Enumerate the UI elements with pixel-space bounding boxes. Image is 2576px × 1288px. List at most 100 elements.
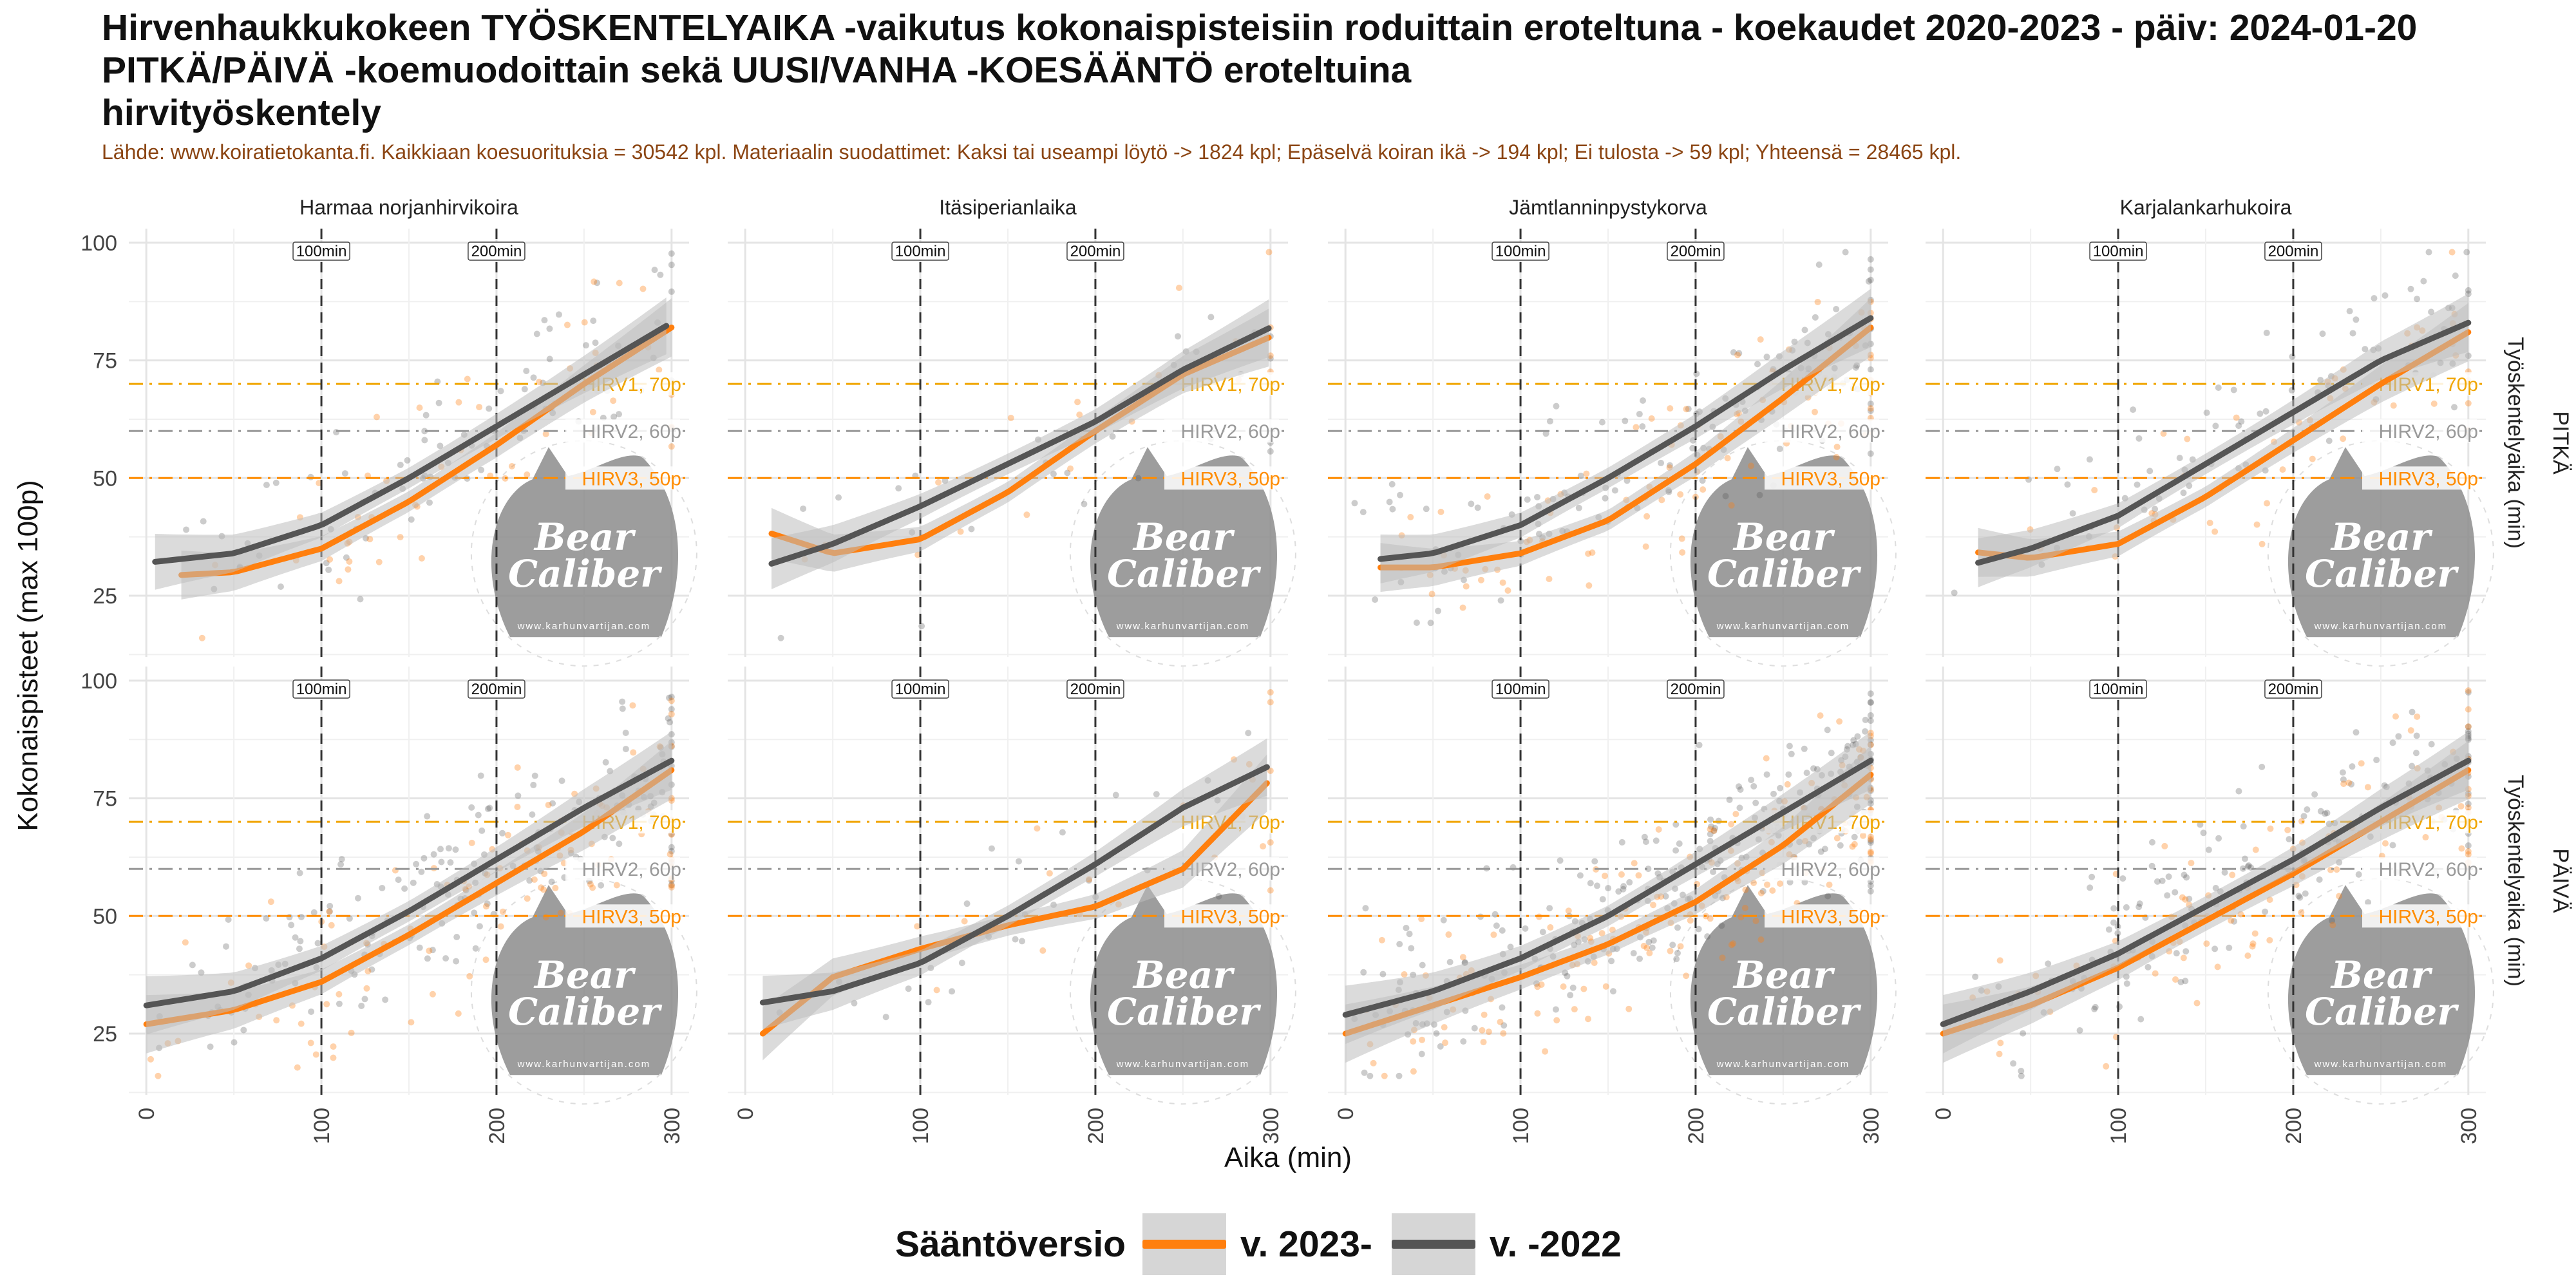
row-strip-label-2: PÄIVÄ — [2548, 848, 2573, 913]
data-point — [499, 908, 506, 915]
watermark-url: www.karhunvartijan.com — [517, 1059, 651, 1070]
data-point — [1700, 486, 1707, 493]
data-point — [308, 1008, 315, 1015]
data-point — [1442, 1039, 1449, 1046]
watermark-ring — [470, 878, 697, 1105]
data-point — [2284, 826, 2291, 833]
data-point — [1867, 699, 1874, 706]
data-point — [2458, 845, 2465, 852]
data-point — [404, 457, 411, 464]
row-strip-label-1: PITKÄ — [2548, 411, 2573, 475]
threshold-label-hirv3: HIRV3, 50p — [582, 906, 681, 927]
data-point — [1672, 847, 1680, 854]
panel-5: BearCaliberwww.karhunvartijan.comHIRV1, … — [80, 667, 697, 1144]
data-point — [310, 909, 317, 916]
legend-item-new-rule: v. 2023- — [1142, 1213, 1372, 1275]
vline-label-200min: 200min — [1671, 681, 1721, 698]
data-point — [2240, 823, 2247, 830]
x-tick-label: 100 — [1509, 1108, 1533, 1144]
data-point — [336, 578, 343, 585]
threshold-label-hirv2: HIRV2, 60p — [1180, 421, 1280, 442]
data-point — [1408, 945, 1415, 952]
data-point — [1972, 973, 1979, 980]
watermark-text-bear: Bear — [533, 515, 637, 559]
data-point — [1175, 284, 1182, 291]
vline-label-100min: 100min — [1495, 243, 1546, 260]
data-point — [1867, 256, 1874, 263]
watermark-ring — [1069, 440, 1296, 667]
data-point — [1362, 905, 1369, 912]
data-point — [1951, 589, 1958, 596]
threshold-label-bg — [565, 466, 680, 490]
data-point — [2259, 763, 2266, 770]
data-point — [2054, 466, 2061, 473]
data-point — [2176, 455, 2183, 462]
data-point — [2123, 904, 2130, 911]
data-point — [435, 399, 442, 406]
data-point — [1546, 418, 1553, 425]
data-point — [1748, 462, 1755, 469]
threshold-label-hirv2: HIRV2, 60p — [582, 859, 681, 880]
data-point — [2349, 763, 2356, 770]
data-point — [1683, 406, 1690, 413]
data-point — [1396, 1072, 1403, 1079]
data-point — [1379, 971, 1387, 978]
data-point — [668, 697, 675, 705]
data-point — [1833, 443, 1841, 450]
data-point — [2309, 455, 2316, 462]
data-point — [298, 1020, 305, 1027]
y-tick-label: 100 — [80, 231, 117, 256]
data-point — [2184, 435, 2191, 442]
data-point — [1500, 1030, 1507, 1037]
data-point — [2336, 893, 2343, 900]
threshold-label-bg — [1765, 419, 1879, 443]
data-point — [2425, 249, 2432, 256]
data-point — [1135, 475, 1142, 482]
data-point — [629, 702, 636, 709]
data-point — [1711, 824, 1718, 831]
data-point — [2365, 899, 2372, 906]
data-point — [504, 831, 511, 838]
data-point — [1059, 829, 1066, 836]
data-point — [2252, 846, 2259, 853]
data-point — [1538, 981, 1545, 988]
data-point — [581, 319, 588, 326]
data-point — [1602, 983, 1609, 990]
data-point — [1828, 750, 1835, 757]
data-point — [312, 1051, 319, 1058]
threshold-label-bg — [1164, 466, 1279, 490]
data-point — [1624, 477, 1631, 484]
data-point — [1707, 823, 1714, 830]
bear-head-icon — [1690, 885, 1878, 1075]
threshold-label-bg — [1765, 466, 1879, 490]
data-point — [1575, 504, 1582, 511]
data-point — [2259, 540, 2266, 547]
data-point — [1490, 931, 1497, 938]
threshold-label-bg — [1164, 904, 1279, 928]
panel-3: BearCaliberwww.karhunvartijan.comHIRV1, … — [1328, 229, 1897, 667]
data-point — [2353, 729, 2360, 736]
data-point — [1672, 821, 1680, 828]
vline-label-200min: 200min — [1070, 243, 1121, 260]
data-point — [272, 479, 279, 486]
data-point — [1867, 699, 1874, 706]
bear-head-icon — [491, 885, 679, 1075]
data-point — [1428, 591, 1435, 598]
vline-label-box — [468, 242, 526, 261]
data-point — [800, 505, 807, 512]
data-point — [277, 583, 284, 590]
vline-label-box — [1492, 679, 1549, 699]
data-point — [1626, 879, 1633, 886]
data-point — [1722, 493, 1729, 500]
data-point — [2182, 896, 2189, 903]
data-point — [499, 829, 506, 837]
data-point — [2179, 894, 2186, 901]
data-point — [468, 839, 475, 846]
data-point — [472, 945, 479, 952]
data-point — [1591, 858, 1598, 865]
data-point — [1175, 333, 1182, 340]
data-point — [1594, 882, 1601, 889]
data-point — [2353, 316, 2360, 323]
data-point — [1669, 942, 1676, 949]
